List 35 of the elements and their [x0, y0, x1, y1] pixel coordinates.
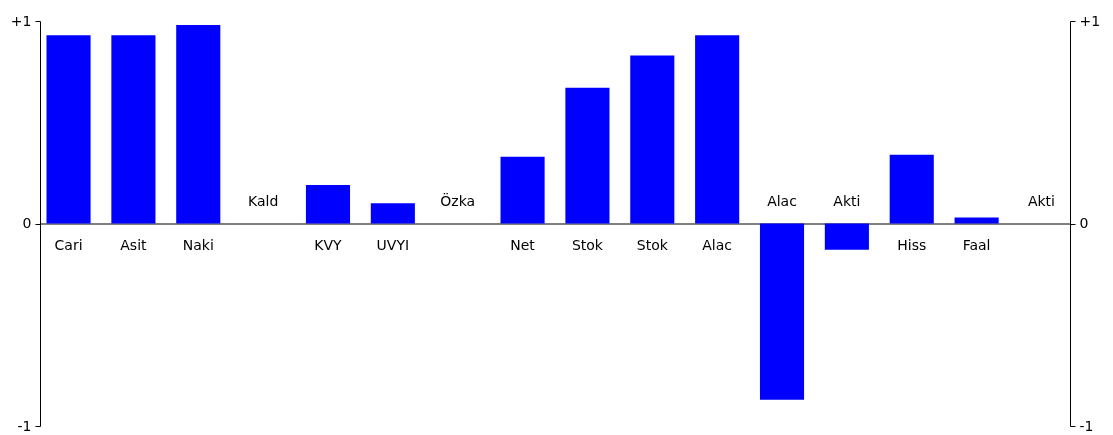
x-tick-label: Net [510, 236, 536, 253]
bar [500, 156, 545, 224]
x-tick-label: Naki [182, 236, 214, 253]
bar [111, 35, 156, 224]
x-tick-label: Alac [702, 236, 733, 253]
bar [176, 25, 221, 224]
x-tick-label: Özka [440, 191, 476, 209]
x-tick-label: Akti [833, 192, 861, 209]
y2-tick-label: 0 [1079, 215, 1089, 231]
x-tick-label: Cari [54, 236, 83, 253]
x-tick-label: UVYI [376, 236, 410, 253]
bar [565, 87, 610, 224]
x-tick-label: Kald [247, 192, 279, 209]
x-tick-label: Hiss [897, 236, 927, 253]
x-tick-label: Alac [767, 192, 797, 209]
bar [954, 217, 999, 224]
bar [759, 223, 805, 400]
x-tick-label: Stok [571, 236, 604, 253]
x-tick-label: Stok [636, 236, 669, 253]
y2-tick-label: -1 [1079, 417, 1094, 434]
bar [305, 185, 351, 224]
bar [630, 55, 675, 224]
x-tick-label: KVY [314, 236, 343, 253]
y-tick-label: +1 [10, 12, 32, 29]
bar [370, 203, 415, 224]
y-tick-label: 0 [22, 215, 32, 231]
x-tick-label: Asit [120, 236, 148, 253]
bar [889, 154, 934, 224]
x-tick-label: Faal [962, 236, 991, 253]
y-tick-label: -1 [17, 417, 32, 434]
bar [824, 223, 869, 250]
y2-tick-label: +1 [1079, 12, 1101, 29]
bar [695, 35, 740, 224]
x-tick-label: Akti [1027, 192, 1055, 209]
bar [46, 35, 91, 224]
